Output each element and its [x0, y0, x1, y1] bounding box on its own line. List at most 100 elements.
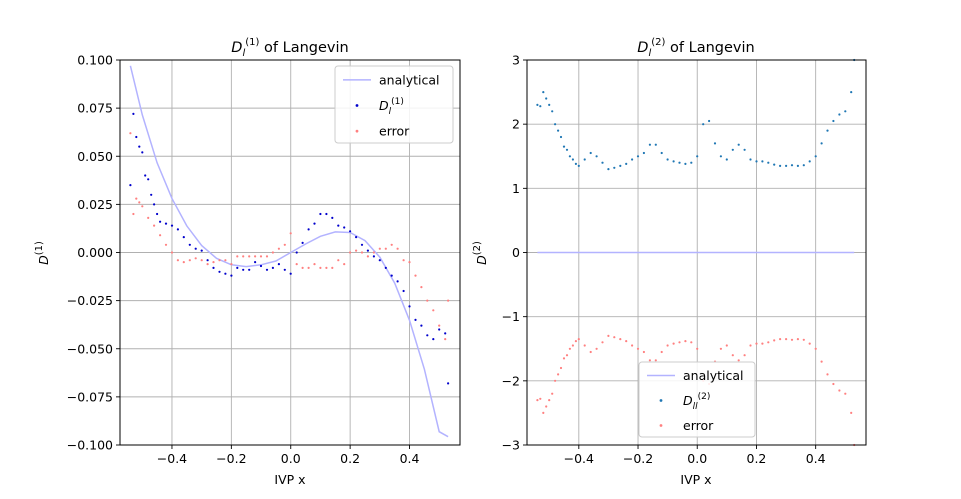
data-point [559, 135, 563, 139]
data-point [577, 338, 580, 341]
data-point [248, 268, 251, 271]
data-point [159, 234, 162, 237]
y-tick-label: −2 [502, 373, 520, 388]
data-point [182, 261, 185, 264]
data-point [802, 164, 805, 167]
data-point [153, 224, 156, 227]
data-point [690, 341, 693, 344]
data-point [539, 397, 542, 400]
data-point [254, 261, 257, 264]
data-point [713, 142, 717, 145]
data-point [319, 266, 322, 269]
data-point [648, 143, 652, 146]
data-point [212, 266, 215, 269]
data-point [642, 350, 646, 354]
data-point [838, 389, 841, 392]
data-point [719, 347, 723, 350]
data-point [539, 105, 542, 108]
data-point [636, 347, 640, 350]
data-point [426, 334, 429, 337]
data-point [785, 164, 788, 167]
data-point [164, 243, 168, 246]
data-point [188, 259, 191, 262]
data-point [307, 266, 310, 269]
data-point [360, 251, 364, 254]
data-point [224, 272, 227, 275]
data-point [642, 151, 646, 155]
data-point [265, 268, 269, 271]
data-point [536, 399, 539, 402]
data-point [176, 228, 179, 231]
legend-point-swatch [659, 424, 663, 427]
data-point [568, 155, 572, 158]
y-tick-label: 0.075 [77, 101, 113, 116]
data-point [808, 342, 811, 345]
data-point [349, 251, 352, 254]
data-point [808, 160, 811, 163]
data-point [654, 143, 657, 146]
data-point [773, 339, 776, 342]
data-point [666, 158, 669, 161]
estimate-points [536, 58, 856, 171]
data-point [230, 274, 233, 277]
y-tick-label: −1 [502, 309, 520, 324]
data-point [277, 263, 280, 266]
data-point [444, 332, 447, 335]
x-axis-label: IVP x [274, 472, 305, 487]
data-point [660, 151, 663, 155]
data-point [366, 249, 369, 252]
data-point [755, 160, 758, 163]
data-point [850, 411, 853, 414]
data-point [159, 220, 162, 223]
data-point [138, 201, 141, 204]
data-point [660, 350, 663, 354]
data-point [678, 341, 681, 344]
data-point [814, 155, 817, 158]
data-point [447, 299, 450, 302]
data-point [790, 164, 794, 167]
data-point [325, 266, 328, 269]
data-point [301, 266, 304, 269]
data-point [432, 309, 435, 312]
data-point [574, 162, 578, 165]
data-point [607, 168, 610, 171]
data-point [574, 340, 578, 343]
y-tick-label: 0 [512, 245, 520, 260]
data-point [832, 382, 835, 386]
data-point [194, 247, 197, 250]
data-point [230, 263, 233, 266]
x-tick-label: 0.4 [400, 451, 420, 466]
chart-panel-diffusion: Dl(2) of Langevin −0.4 −0.2 0.0 0.2 0.4−3−2−… [472, 37, 867, 487]
data-point [820, 142, 823, 145]
y-tick-label: 0.025 [77, 197, 113, 212]
data-point [551, 110, 554, 113]
legend: analytical Dll(2) error [638, 361, 756, 438]
data-point [731, 148, 734, 151]
data-point [295, 263, 298, 266]
data-point [719, 155, 723, 158]
legend-label: Dll(2) [683, 392, 710, 412]
data-point [648, 359, 652, 362]
data-point [696, 347, 699, 350]
data-point [390, 243, 393, 246]
data-point [820, 360, 823, 363]
x-tick-label: 0.4 [806, 451, 826, 466]
y-axis-label: D(1) [34, 241, 51, 265]
data-point [767, 161, 770, 164]
data-point [743, 148, 746, 151]
data-point [420, 286, 423, 289]
data-point [684, 162, 687, 165]
legend-label: analytical [379, 72, 440, 87]
data-point [844, 392, 847, 395]
data-point [414, 318, 417, 321]
data-point [731, 354, 734, 357]
estimate-points [129, 112, 450, 385]
data-point [832, 119, 835, 123]
data-point [402, 289, 405, 293]
data-point [702, 123, 705, 126]
x-tick-label: 0.2 [340, 451, 360, 466]
data-point [551, 392, 554, 395]
data-point [571, 344, 575, 347]
data-point [761, 342, 764, 345]
